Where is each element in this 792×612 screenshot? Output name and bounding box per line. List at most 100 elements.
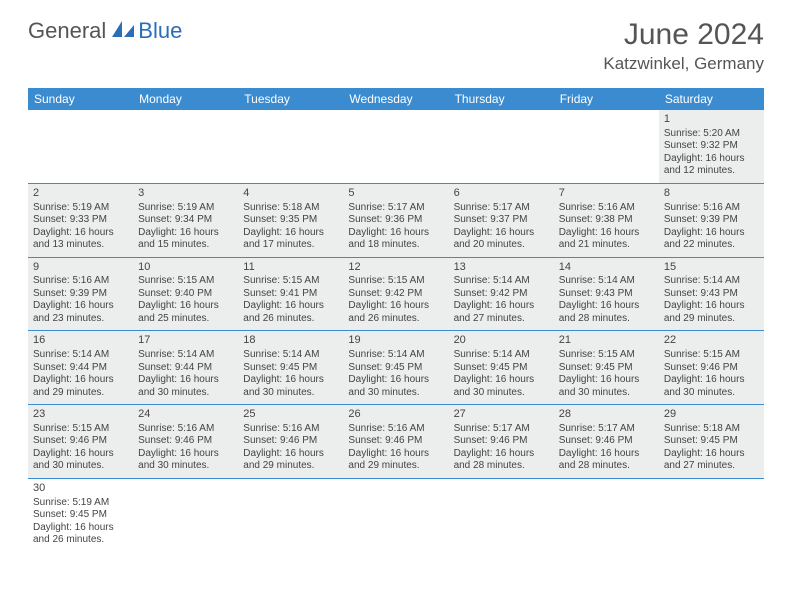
sunrise-line: Sunrise: 5:15 AM [664,349,759,362]
calendar-cell: 25Sunrise: 5:16 AMSunset: 9:46 PMDayligh… [238,405,343,478]
daylight-line: Daylight: 16 hours and 12 minutes. [664,153,759,178]
daylight-line: Daylight: 16 hours and 27 minutes. [664,448,759,473]
sunrise-line: Sunrise: 5:14 AM [138,349,233,362]
day-number: 21 [559,334,654,348]
daylight-line: Daylight: 16 hours and 28 minutes. [559,448,654,473]
sunset-line: Sunset: 9:41 PM [243,288,338,301]
daylight-line: Daylight: 16 hours and 26 minutes. [33,522,128,547]
calendar-cell [343,110,448,183]
sunrise-line: Sunrise: 5:15 AM [138,275,233,288]
calendar-week: 16Sunrise: 5:14 AMSunset: 9:44 PMDayligh… [28,331,764,405]
daylight-line: Daylight: 16 hours and 29 minutes. [348,448,443,473]
daylight-line: Daylight: 16 hours and 29 minutes. [243,448,338,473]
calendar-week: 30Sunrise: 5:19 AMSunset: 9:45 PMDayligh… [28,479,764,552]
day-number: 17 [138,334,233,348]
day-number: 27 [454,408,549,422]
sunset-line: Sunset: 9:46 PM [138,435,233,448]
sunrise-line: Sunrise: 5:19 AM [33,497,128,510]
daylight-line: Daylight: 16 hours and 26 minutes. [243,300,338,325]
sunrise-line: Sunrise: 5:16 AM [33,275,128,288]
day-number: 13 [454,261,549,275]
sunset-line: Sunset: 9:44 PM [33,362,128,375]
daylight-line: Daylight: 16 hours and 29 minutes. [33,374,128,399]
logo-sail-icon [110,19,136,44]
sunrise-line: Sunrise: 5:18 AM [664,423,759,436]
sunrise-line: Sunrise: 5:14 AM [243,349,338,362]
calendar-cell [449,479,554,552]
daylight-line: Daylight: 16 hours and 22 minutes. [664,227,759,252]
month-title: June 2024 [603,18,764,52]
day-header: Wednesday [343,88,448,110]
calendar-cell: 23Sunrise: 5:15 AMSunset: 9:46 PMDayligh… [28,405,133,478]
calendar-cell [133,479,238,552]
day-number: 26 [348,408,443,422]
header: General Blue June 2024 Katzwinkel, Germa… [0,0,792,82]
sunset-line: Sunset: 9:38 PM [559,214,654,227]
sunrise-line: Sunrise: 5:20 AM [664,128,759,141]
day-number: 22 [664,334,759,348]
day-header: Saturday [659,88,764,110]
sunset-line: Sunset: 9:40 PM [138,288,233,301]
calendar-cell: 13Sunrise: 5:14 AMSunset: 9:42 PMDayligh… [449,258,554,331]
day-number: 14 [559,261,654,275]
calendar-cell: 24Sunrise: 5:16 AMSunset: 9:46 PMDayligh… [133,405,238,478]
calendar-cell: 20Sunrise: 5:14 AMSunset: 9:45 PMDayligh… [449,331,554,404]
sunset-line: Sunset: 9:39 PM [664,214,759,227]
day-number: 9 [33,261,128,275]
weeks-container: 1Sunrise: 5:20 AMSunset: 9:32 PMDaylight… [28,110,764,552]
sunset-line: Sunset: 9:46 PM [664,362,759,375]
daylight-line: Daylight: 16 hours and 28 minutes. [454,448,549,473]
day-header: Monday [133,88,238,110]
day-header: Tuesday [238,88,343,110]
sunrise-line: Sunrise: 5:14 AM [454,275,549,288]
calendar-cell: 7Sunrise: 5:16 AMSunset: 9:38 PMDaylight… [554,184,659,257]
sunset-line: Sunset: 9:42 PM [454,288,549,301]
calendar-cell [554,479,659,552]
calendar-cell: 3Sunrise: 5:19 AMSunset: 9:34 PMDaylight… [133,184,238,257]
logo: General Blue [28,18,182,44]
sunset-line: Sunset: 9:45 PM [243,362,338,375]
daylight-line: Daylight: 16 hours and 30 minutes. [243,374,338,399]
calendar-cell: 9Sunrise: 5:16 AMSunset: 9:39 PMDaylight… [28,258,133,331]
daylight-line: Daylight: 16 hours and 30 minutes. [138,374,233,399]
sunrise-line: Sunrise: 5:15 AM [559,349,654,362]
sunset-line: Sunset: 9:43 PM [664,288,759,301]
sunrise-line: Sunrise: 5:17 AM [454,423,549,436]
sunrise-line: Sunrise: 5:14 AM [664,275,759,288]
sunrise-line: Sunrise: 5:18 AM [243,202,338,215]
calendar-cell: 1Sunrise: 5:20 AMSunset: 9:32 PMDaylight… [659,110,764,183]
sunset-line: Sunset: 9:45 PM [348,362,443,375]
day-header: Friday [554,88,659,110]
calendar-cell [238,110,343,183]
day-number: 23 [33,408,128,422]
sunset-line: Sunset: 9:45 PM [664,435,759,448]
sunrise-line: Sunrise: 5:19 AM [33,202,128,215]
calendar-week: 9Sunrise: 5:16 AMSunset: 9:39 PM Daylight… [28,258,764,332]
day-number: 15 [664,261,759,275]
calendar-cell: 11Sunrise: 5:15 AMSunset: 9:41 PMDayligh… [238,258,343,331]
calendar-cell: 18Sunrise: 5:14 AMSunset: 9:45 PMDayligh… [238,331,343,404]
day-number: 6 [454,187,549,201]
daylight-line: Daylight: 16 hours and 26 minutes. [348,300,443,325]
sunrise-line: Sunrise: 5:17 AM [454,202,549,215]
day-number: 28 [559,408,654,422]
sunset-line: Sunset: 9:46 PM [348,435,443,448]
calendar-cell [659,479,764,552]
sunset-line: Sunset: 9:39 PM [33,288,128,301]
sunset-line: Sunset: 9:34 PM [138,214,233,227]
calendar-cell: 16Sunrise: 5:14 AMSunset: 9:44 PMDayligh… [28,331,133,404]
day-number: 3 [138,187,233,201]
sunrise-line: Sunrise: 5:16 AM [138,423,233,436]
sunset-line: Sunset: 9:46 PM [454,435,549,448]
daylight-line: Daylight: 16 hours and 20 minutes. [454,227,549,252]
calendar-cell [343,479,448,552]
calendar-cell: 12Sunrise: 5:15 AMSunset: 9:42 PMDayligh… [343,258,448,331]
sunrise-line: Sunrise: 5:17 AM [559,423,654,436]
sunset-line: Sunset: 9:32 PM [664,140,759,153]
calendar-cell: 6Sunrise: 5:17 AMSunset: 9:37 PMDaylight… [449,184,554,257]
daylight-line: Daylight: 16 hours and 18 minutes. [348,227,443,252]
day-number: 12 [348,261,443,275]
daylight-line: Daylight: 16 hours and 30 minutes. [454,374,549,399]
day-number: 1 [664,113,759,127]
day-number: 29 [664,408,759,422]
